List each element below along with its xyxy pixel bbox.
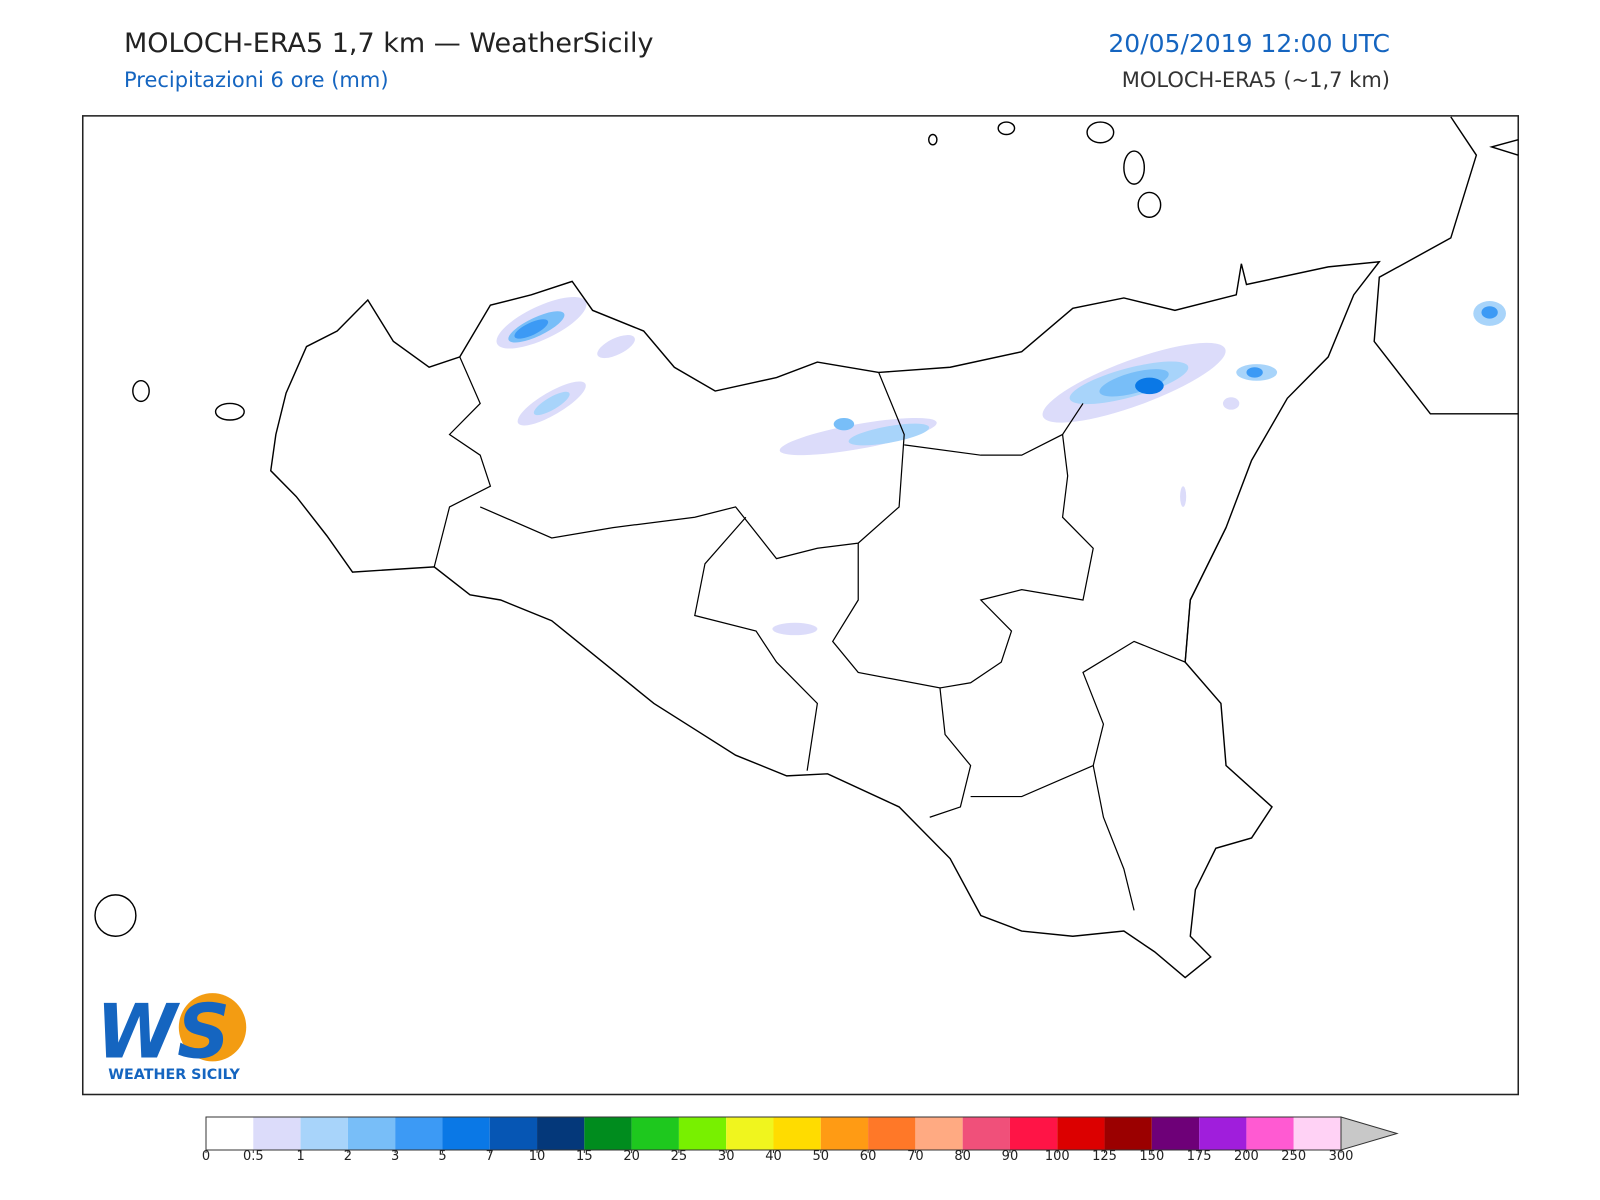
colorbar-tick-label: 25 xyxy=(671,1149,688,1164)
colorbar-segment xyxy=(489,1117,538,1150)
colorbar-segment xyxy=(678,1117,727,1150)
colorbar-tick-label: 2 xyxy=(344,1149,352,1164)
colorbar-tick-label: 50 xyxy=(813,1149,830,1164)
colorbar-tick-label: 250 xyxy=(1281,1149,1306,1164)
title: MOLOCH-ERA5 1,7 km — WeatherSicily xyxy=(124,28,654,59)
colorbar-tick-label: 90 xyxy=(1002,1149,1019,1164)
colorbar-tick-label: 3 xyxy=(391,1149,399,1164)
colorbar-tick-label: 150 xyxy=(1139,1149,1164,1164)
colorbar-tick-label: 175 xyxy=(1187,1149,1212,1164)
colorbar-tick-label: 200 xyxy=(1234,1149,1259,1164)
colorbar-segment xyxy=(347,1117,396,1150)
colorbar-segment xyxy=(1151,1117,1200,1150)
colorbar-tick-label: 125 xyxy=(1092,1149,1117,1164)
datetime: 20/05/2019 12:00 UTC xyxy=(1108,29,1390,58)
colorbar: 0 0.5 1 2 3 5 7 10 15 20 25 30 40 50 60 70 80 90 100 125 150… xyxy=(202,1116,1399,1164)
colorbar-segment xyxy=(1246,1117,1294,1150)
colorbar-tick-label: 300 xyxy=(1329,1149,1354,1164)
colorbar-segment xyxy=(537,1117,585,1150)
colorbar-segment xyxy=(1104,1117,1152,1150)
colorbar-segment xyxy=(726,1117,774,1150)
colorbar-tick-label: 0.5 xyxy=(243,1149,264,1164)
colorbar-segment xyxy=(868,1117,916,1150)
colorbar-tick-label: 20 xyxy=(623,1149,640,1164)
colorbar-tick-label: 100 xyxy=(1045,1149,1070,1164)
colorbar-segment xyxy=(1293,1117,1341,1150)
colorbar-tick-label: 0 xyxy=(202,1149,210,1164)
colorbar-tick-label: 70 xyxy=(907,1149,924,1164)
colorbar-segment xyxy=(442,1117,490,1150)
subtitle: Precipitazioni 6 ore (mm) xyxy=(124,68,389,92)
colorbar-extend xyxy=(1340,1116,1399,1151)
colorbar-segment xyxy=(206,1117,254,1150)
colorbar-tick-label: 10 xyxy=(529,1149,546,1164)
colorbar-segment xyxy=(395,1117,443,1150)
coastline xyxy=(94,116,1519,979)
colorbar-segment xyxy=(773,1117,821,1150)
colorbar-segment xyxy=(1057,1117,1105,1150)
colorbar-tick-label: 15 xyxy=(576,1149,593,1164)
colorbar-segment xyxy=(253,1117,301,1150)
colorbar-segment xyxy=(962,1117,1010,1150)
colorbar-segment xyxy=(300,1117,348,1150)
model-label: MOLOCH-ERA5 (~1,7 km) xyxy=(1122,68,1390,92)
colorbar-tick-label: 1 xyxy=(296,1149,304,1164)
precipitation xyxy=(496,296,1506,636)
logo: WS WEATHER SICILY xyxy=(96,989,247,1083)
colorbar-tick-label: 80 xyxy=(954,1149,971,1164)
colorbar-segment xyxy=(631,1117,679,1150)
map: WS WEATHER SICILY xyxy=(81,115,1520,1096)
province-borders xyxy=(433,356,1227,911)
colorbar-tick-label: 5 xyxy=(438,1149,446,1164)
colorbar-tick-label: 30 xyxy=(718,1149,735,1164)
colorbar-tick-label: 7 xyxy=(486,1149,494,1164)
colorbar-segment xyxy=(915,1117,963,1150)
map-frame xyxy=(81,115,1520,1096)
colorbar-tick-label: 60 xyxy=(860,1149,877,1164)
logo-text: WEATHER SICILY xyxy=(108,1067,240,1083)
logo-letters: WS xyxy=(96,989,230,1076)
colorbar-segment xyxy=(1199,1117,1247,1150)
colorbar-segment xyxy=(584,1117,632,1150)
colorbar-tick-label: 40 xyxy=(765,1149,782,1164)
colorbar-segment xyxy=(1009,1117,1058,1150)
colorbar-segment xyxy=(820,1117,869,1150)
